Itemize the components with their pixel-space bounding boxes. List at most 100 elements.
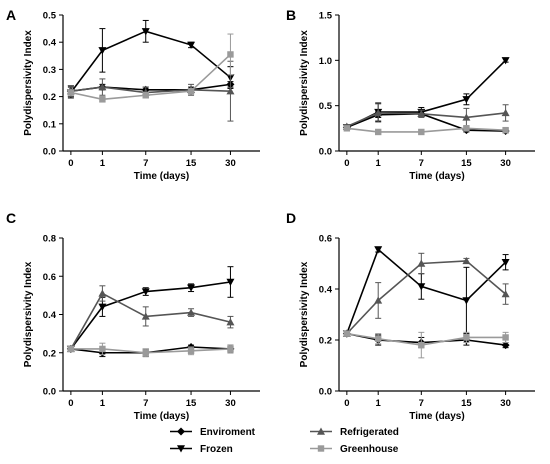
x-tick-label: 1 <box>100 158 106 169</box>
series-refrigerated <box>342 252 510 337</box>
legend-item-greenhouse: Greenhouse <box>310 444 399 455</box>
y-tick-label: 0.8 <box>43 234 56 245</box>
x-tick-label: 30 <box>500 158 511 169</box>
y-tick-label: 0.2 <box>43 92 56 103</box>
x-tick-label: 1 <box>376 158 382 169</box>
data-point <box>187 41 196 49</box>
data-point <box>374 108 383 117</box>
data-point <box>418 128 425 136</box>
data-point <box>462 96 471 104</box>
data-point <box>418 341 425 349</box>
x-tick-label: 0 <box>68 158 73 169</box>
data-point <box>98 83 107 91</box>
series-refrigerated <box>66 285 235 353</box>
series-line <box>346 248 507 334</box>
data-point <box>226 278 235 286</box>
series-frozen <box>342 246 510 338</box>
data-point <box>187 347 195 355</box>
series-refrigerated <box>342 103 510 130</box>
legend-item-enviroment: Enviroment <box>170 427 256 438</box>
legend-marker-refrigerated <box>317 427 325 435</box>
x-tick-label: 0 <box>344 398 349 409</box>
series-refrigerated <box>66 60 235 122</box>
x-tick-label: 1 <box>100 398 106 409</box>
series-line <box>346 332 506 346</box>
x-tick-label: 30 <box>225 398 236 409</box>
y-tick-label: 0.3 <box>43 65 56 76</box>
y-tick-label: 0.5 <box>319 101 333 112</box>
data-point <box>98 47 107 55</box>
data-point <box>502 126 509 134</box>
data-point <box>141 312 150 320</box>
panel-c: C 0.0 0.2 0.4 0.6 0.8 0 1 7 15 30 Time (days) Polydi… <box>6 210 260 422</box>
series-greenhouse <box>67 33 234 103</box>
y-tick-label: 0.6 <box>319 234 332 245</box>
x-axis-label: Time (days) <box>409 171 464 182</box>
y-tick-label: 0.4 <box>43 38 57 49</box>
x-tick-label: 15 <box>461 398 472 409</box>
x-tick-label: 0 <box>68 398 73 409</box>
data-point <box>227 51 234 58</box>
panel-letter: D <box>286 210 296 226</box>
x-tick-label: 30 <box>500 398 511 409</box>
series-enviroment <box>342 329 510 350</box>
y-tick-label: 0.0 <box>43 147 56 158</box>
data-point <box>67 89 75 96</box>
series-line <box>346 332 506 346</box>
data-point <box>501 290 510 298</box>
legend-label: Greenhouse <box>340 444 399 455</box>
legend-label: Enviroment <box>200 427 256 438</box>
x-axis-label: Time (days) <box>134 171 189 182</box>
y-tick-label: 0.2 <box>43 348 56 359</box>
x-tick-label: 7 <box>419 158 424 169</box>
legend-marker-greenhouse <box>317 445 325 452</box>
x-tick-label: 15 <box>186 158 197 169</box>
x-tick-label: 7 <box>143 158 148 169</box>
data-point <box>187 308 196 316</box>
data-point <box>141 288 150 296</box>
y-tick-label: 0.0 <box>319 387 332 398</box>
series-line <box>70 30 231 93</box>
x-tick-label: 0 <box>344 158 349 169</box>
x-tick-label: 7 <box>419 398 424 409</box>
y-axis-label: Polydispersivity Index <box>23 30 34 136</box>
data-point <box>501 108 510 117</box>
series-greenhouse <box>67 342 234 358</box>
legend-label: Refrigerated <box>340 427 399 438</box>
data-point <box>502 334 509 341</box>
y-tick-label: 0.5 <box>43 11 57 22</box>
y-tick-label: 1.5 <box>319 11 333 22</box>
data-point <box>375 335 382 342</box>
x-axis-label: Time (days) <box>409 411 464 422</box>
panel-a: A 0.0 0.1 0.2 0.3 0.4 0.5 0 1 7 15 30 Time (days) Pol… <box>6 7 260 182</box>
legend-marker-enviroment <box>177 427 185 436</box>
x-tick-label: 1 <box>376 398 382 409</box>
data-point <box>501 259 510 267</box>
series-greenhouse <box>343 125 509 136</box>
series-frozen <box>66 266 235 353</box>
panel-letter: B <box>286 7 296 23</box>
data-point <box>463 334 470 341</box>
data-point <box>417 109 426 118</box>
legend: Enviroment Frozen Refrigerated Greenhouse <box>170 427 399 455</box>
data-point <box>462 297 471 305</box>
data-point <box>187 284 196 292</box>
data-point <box>142 349 149 356</box>
y-tick-label: 0.4 <box>319 285 333 296</box>
data-point <box>375 128 382 136</box>
legend-item-frozen: Frozen <box>170 444 233 455</box>
y-tick-label: 0.0 <box>43 387 56 398</box>
data-point <box>462 113 471 121</box>
series-frozen <box>342 57 510 132</box>
data-point <box>141 28 150 36</box>
y-tick-label: 0.6 <box>43 272 56 283</box>
y-axis-label: Polydispersivity Index <box>23 261 34 367</box>
series-line <box>70 292 231 350</box>
data-point <box>226 318 235 326</box>
series-frozen <box>66 19 235 99</box>
data-point <box>374 246 383 254</box>
data-point <box>67 345 75 353</box>
y-axis-label: Polydispersivity Index <box>299 30 310 136</box>
legend-marker-frozen <box>177 445 185 453</box>
